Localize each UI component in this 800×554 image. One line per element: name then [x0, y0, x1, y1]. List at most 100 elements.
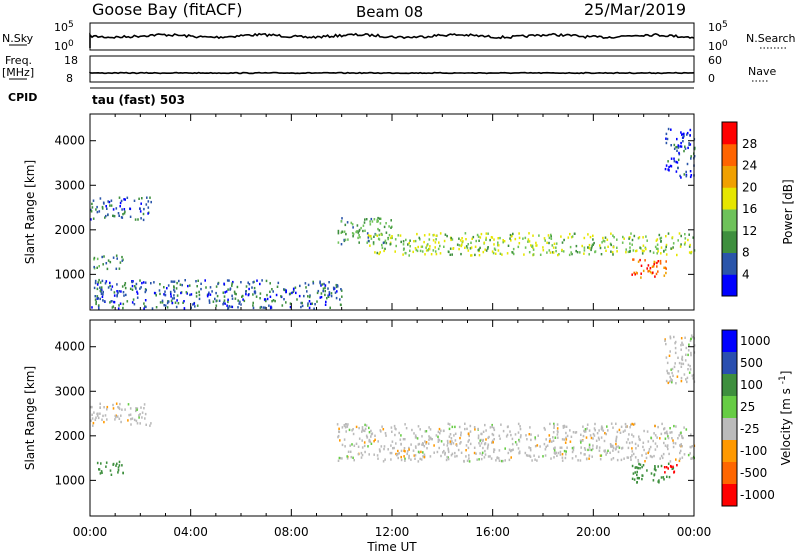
scatter-cell	[304, 282, 307, 285]
scatter-cell	[575, 249, 577, 253]
scatter-cell	[116, 257, 118, 260]
scatter-cell	[507, 451, 510, 455]
scatter-cell	[426, 447, 428, 450]
scatter-cell	[118, 290, 120, 293]
scatter-cell	[276, 285, 279, 288]
scatter-cell	[665, 235, 667, 238]
scatter-cell	[144, 412, 147, 416]
scatter-cell	[320, 284, 322, 287]
scatter-cell	[322, 287, 325, 290]
scatter-cell	[204, 279, 206, 282]
scatter-cell	[377, 440, 379, 443]
scatter-cell	[408, 242, 410, 245]
scatter-cell	[280, 295, 282, 298]
scatter-cell	[127, 403, 130, 406]
scatter-cell	[307, 283, 310, 287]
scatter-cell	[462, 240, 464, 243]
scatter-cell	[662, 476, 665, 479]
scatter-cell	[476, 458, 478, 461]
scatter-cell	[524, 246, 527, 249]
scatter-cell	[644, 259, 646, 262]
scatter-cell	[468, 438, 470, 442]
scatter-cell	[677, 356, 679, 359]
scatter-cell	[588, 446, 591, 449]
scatter-cell	[413, 432, 415, 435]
scatter-cell	[601, 241, 603, 244]
scatter-cell	[631, 477, 634, 480]
scatter-cell	[215, 304, 218, 307]
scatter-cell	[149, 424, 151, 427]
scatter-cell	[469, 430, 472, 433]
noise-trace	[89, 32, 695, 48]
scatter-cell	[531, 244, 534, 247]
scatter-cell	[319, 281, 321, 285]
scatter-cell	[414, 434, 417, 437]
scatter-cell	[135, 407, 137, 410]
scatter-cell	[417, 245, 419, 249]
scatter-cell	[655, 272, 658, 276]
scatter-cell	[388, 233, 391, 237]
scatter-cell	[479, 246, 481, 250]
scatter-cell	[394, 427, 396, 430]
scatter-cell	[491, 432, 494, 436]
scatter-cell	[666, 475, 668, 478]
scatter-cell	[553, 242, 556, 245]
scatter-cell	[351, 429, 353, 432]
scatter-cell	[232, 280, 234, 284]
scatter-cell	[345, 430, 347, 433]
scatter-region-3	[631, 462, 675, 484]
scatter-cell	[596, 445, 598, 448]
scatter-cell	[195, 295, 198, 298]
scatter-cell	[487, 232, 489, 235]
scatter-cell	[667, 127, 670, 131]
scatter-cell	[206, 295, 209, 298]
scatter-cell	[680, 362, 683, 365]
scatter-cell	[594, 429, 596, 432]
scatter-cell	[340, 289, 343, 292]
scatter-cell	[424, 440, 426, 443]
scatter-cell	[437, 438, 440, 441]
scatter-cell	[691, 445, 693, 448]
scatter-cell	[546, 241, 548, 244]
scatter-cell	[544, 239, 546, 242]
scatter-cell	[227, 307, 229, 310]
scatter-cell	[591, 245, 593, 248]
scatter-cell	[164, 290, 166, 293]
scatter-cell	[102, 263, 104, 266]
scatter-cell	[247, 281, 249, 284]
scatter-cell	[289, 292, 292, 295]
scatter-cell	[588, 247, 591, 250]
scatter-cell	[557, 253, 559, 257]
scatter-cell	[445, 458, 448, 462]
scatter-cell	[424, 430, 427, 433]
scatter-cell	[569, 440, 572, 443]
scatter-cell	[378, 252, 380, 256]
scatter-cell	[109, 301, 111, 304]
scatter-cell	[514, 441, 517, 444]
scatter-cell	[414, 457, 416, 460]
scatter-cell	[668, 475, 671, 479]
scatter-cell	[184, 279, 186, 282]
scatter-cell	[675, 170, 678, 173]
scatter-cell	[183, 300, 185, 303]
scatter-cell	[646, 239, 648, 242]
scatter-cell	[685, 346, 688, 350]
scatter-cell	[642, 269, 645, 273]
scatter-cell	[480, 457, 483, 461]
nave-label: Nave	[748, 65, 776, 78]
scatter-cell	[489, 455, 491, 458]
scatter-cell	[645, 452, 647, 455]
noise-right-tick-bottom: 100	[708, 39, 728, 53]
scatter-cell	[95, 302, 97, 306]
scatter-cell	[641, 252, 644, 255]
scatter-cell	[659, 259, 662, 263]
scatter-cell	[248, 283, 251, 286]
scatter-cell	[590, 248, 592, 252]
power-colorbar-tick: 4	[742, 267, 750, 281]
scatter-cell	[402, 248, 405, 251]
scatter-cell	[642, 464, 645, 467]
scatter-cell	[629, 456, 632, 459]
scatter-cell	[527, 238, 530, 241]
scatter-cell	[263, 298, 266, 301]
